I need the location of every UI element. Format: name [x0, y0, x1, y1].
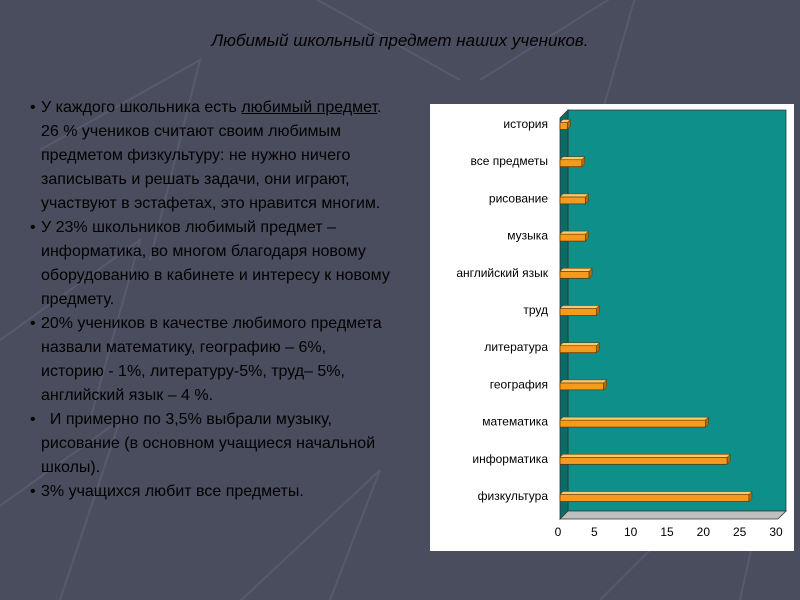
bullet-text-block: • У каждого школьника есть любимый предме…: [30, 96, 392, 504]
bar: [559, 196, 586, 205]
category-label: труд: [523, 303, 548, 317]
bullet-marker: •: [30, 219, 36, 236]
x-tick-label: 0: [555, 525, 562, 539]
bar: [559, 308, 597, 316]
bullet-text: . 26 % учеников считают своим любимым пр…: [41, 99, 382, 212]
bar: [559, 345, 597, 354]
bar-side: [596, 342, 600, 354]
category-label: география: [490, 377, 548, 391]
bar-top: [559, 230, 590, 235]
bar-top: [559, 342, 600, 346]
plot-back-wall: [567, 109, 787, 512]
bar-side: [596, 304, 600, 317]
bullet-marker: •: [30, 411, 36, 428]
bar-side: [581, 156, 586, 168]
bar-side: [748, 490, 753, 503]
bar-side: [585, 193, 589, 205]
bar-top: [559, 416, 709, 421]
bar-chart: история все предметы рисование музыка англий…: [456, 109, 787, 539]
bar-top: [559, 193, 590, 198]
slide-title: Любимый школьный предмет наших учеников.: [211, 31, 589, 50]
category-label: история: [503, 117, 548, 131]
bullet-text: И примерно по 3,5% выбрали музыку, рисов…: [41, 411, 380, 476]
bullet-text: 20% учеников в качестве любимого предмет…: [41, 315, 382, 404]
bar: [559, 270, 590, 279]
category-label: математика: [482, 415, 548, 429]
bar: [559, 159, 583, 168]
bar: [559, 233, 586, 242]
x-tick-label: 30: [769, 525, 783, 539]
bullet-text: У каждого школьника есть: [41, 99, 242, 116]
bar: [559, 382, 604, 391]
bullet-item: • И примерно по 3,5% выбрали музыку, рис…: [30, 408, 392, 480]
category-label: музыка: [507, 229, 548, 243]
bullet-text: 3% учащихся любит все предметы.: [41, 483, 304, 500]
bar-side: [585, 230, 589, 242]
bullet-underlined-text: любимый предмет: [241, 99, 378, 116]
category-label: все предметы: [471, 154, 548, 168]
x-tick-label: 25: [733, 525, 747, 539]
category-label: рисование: [489, 191, 548, 205]
bar: [559, 456, 728, 465]
bullet-item: • У 23% школьников любимый предмет – инфо…: [30, 216, 392, 312]
bar-side: [588, 267, 593, 279]
bullet-marker: •: [30, 483, 36, 500]
bar-top: [559, 156, 586, 160]
bar-top: [559, 305, 600, 309]
x-tick-label: 15: [660, 525, 674, 539]
bar-top: [559, 491, 753, 495]
plot-floor: [559, 510, 787, 520]
bar: [559, 419, 706, 428]
bar-top: [559, 379, 608, 384]
bar: [559, 122, 568, 130]
bar-top: [559, 268, 593, 272]
bullet-item: • У каждого школьника есть любимый предме…: [30, 96, 392, 216]
bar-side: [705, 416, 709, 428]
category-label: физкультура: [478, 489, 549, 503]
chart-frame: история все предметы рисование музыка англий…: [430, 104, 794, 551]
category-label: английский язык: [456, 266, 548, 280]
bullet-item: • 20% учеников в качестве любимого предме…: [30, 312, 392, 408]
bar: [559, 494, 750, 502]
category-label: литература: [484, 340, 548, 354]
bullet-text: У 23% школьников любимый предмет – инфор…: [41, 219, 390, 308]
bar-side: [603, 379, 607, 391]
bar-side: [726, 453, 731, 465]
bullet-marker: •: [30, 99, 36, 116]
bar-top: [559, 454, 731, 458]
bullet-marker: •: [30, 315, 36, 332]
x-tick-label: 10: [624, 525, 638, 539]
category-label: информатика: [472, 452, 548, 466]
bullet-item: • 3% учащихся любит все предметы.: [30, 480, 392, 504]
x-tick-label: 5: [591, 525, 598, 539]
bar-side: [567, 118, 571, 131]
x-tick-label: 20: [697, 525, 711, 539]
